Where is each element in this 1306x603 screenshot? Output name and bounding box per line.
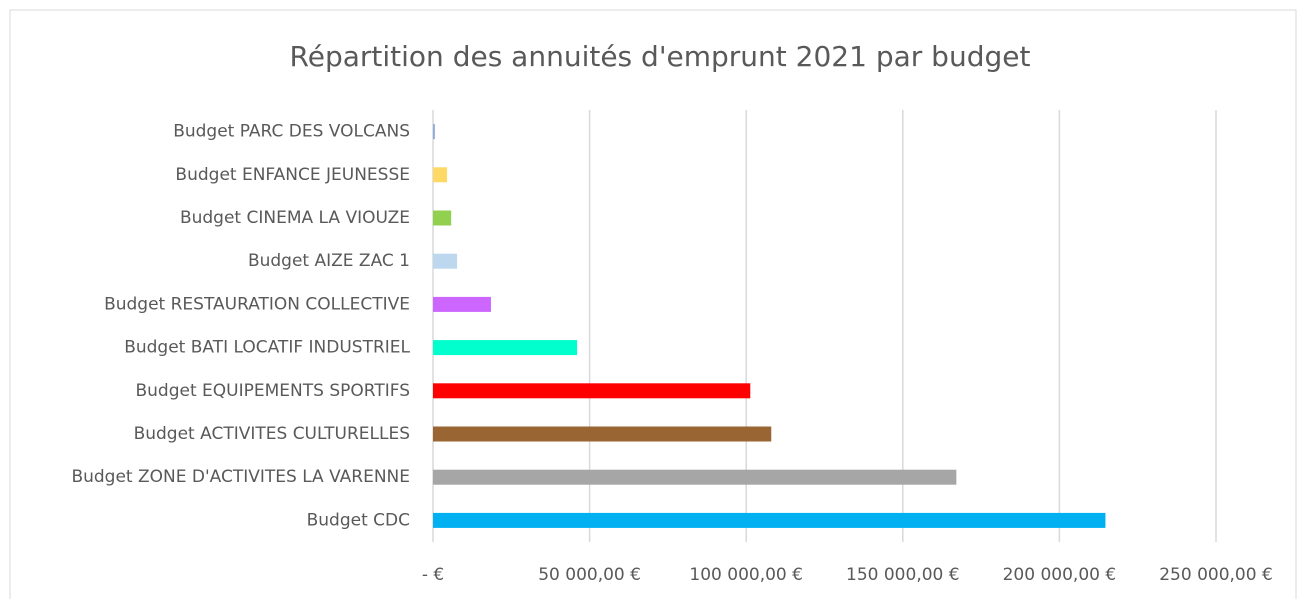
chart-frame bbox=[9, 9, 1297, 603]
y-tick-label: Budget PARC DES VOLCANS bbox=[173, 122, 410, 142]
x-tick-label: - € bbox=[422, 565, 444, 585]
bar bbox=[433, 340, 578, 356]
bar bbox=[433, 512, 1106, 528]
y-tick-label: Budget CDC bbox=[307, 510, 410, 530]
x-tick-label: 150 000,00 € bbox=[846, 565, 960, 585]
y-tick-label: Budget CINEMA LA VIOUZE bbox=[180, 208, 410, 228]
x-tick-label: 50 000,00 € bbox=[538, 565, 641, 585]
bar bbox=[433, 210, 452, 226]
bar bbox=[433, 253, 458, 269]
x-tick-label: 100 000,00 € bbox=[689, 565, 803, 585]
chart-title: Répartition des annuités d'emprunt 2021 … bbox=[290, 40, 1031, 73]
y-tick-label: Budget AIZE ZAC 1 bbox=[248, 251, 410, 271]
y-tick-label: Budget ENFANCE JEUNESSE bbox=[175, 165, 410, 185]
bar bbox=[433, 469, 957, 485]
bar bbox=[433, 426, 772, 442]
bar bbox=[433, 296, 491, 312]
bar bbox=[433, 167, 448, 183]
x-tick-label: 250 000,00 € bbox=[1159, 565, 1273, 585]
x-tick-label: 200 000,00 € bbox=[1003, 565, 1117, 585]
y-tick-label: Budget EQUIPEMENTS SPORTIFS bbox=[136, 381, 411, 401]
y-tick-label: Budget BATI LOCATIF INDUSTRIEL bbox=[124, 338, 410, 358]
y-tick-label: Budget RESTAURATION COLLECTIVE bbox=[104, 294, 410, 314]
y-tick-label: Budget ZONE D'ACTIVITES LA VARENNE bbox=[71, 467, 410, 487]
y-tick-label: Budget ACTIVITES CULTURELLES bbox=[134, 424, 410, 444]
bar bbox=[433, 124, 435, 140]
bar bbox=[433, 383, 751, 399]
